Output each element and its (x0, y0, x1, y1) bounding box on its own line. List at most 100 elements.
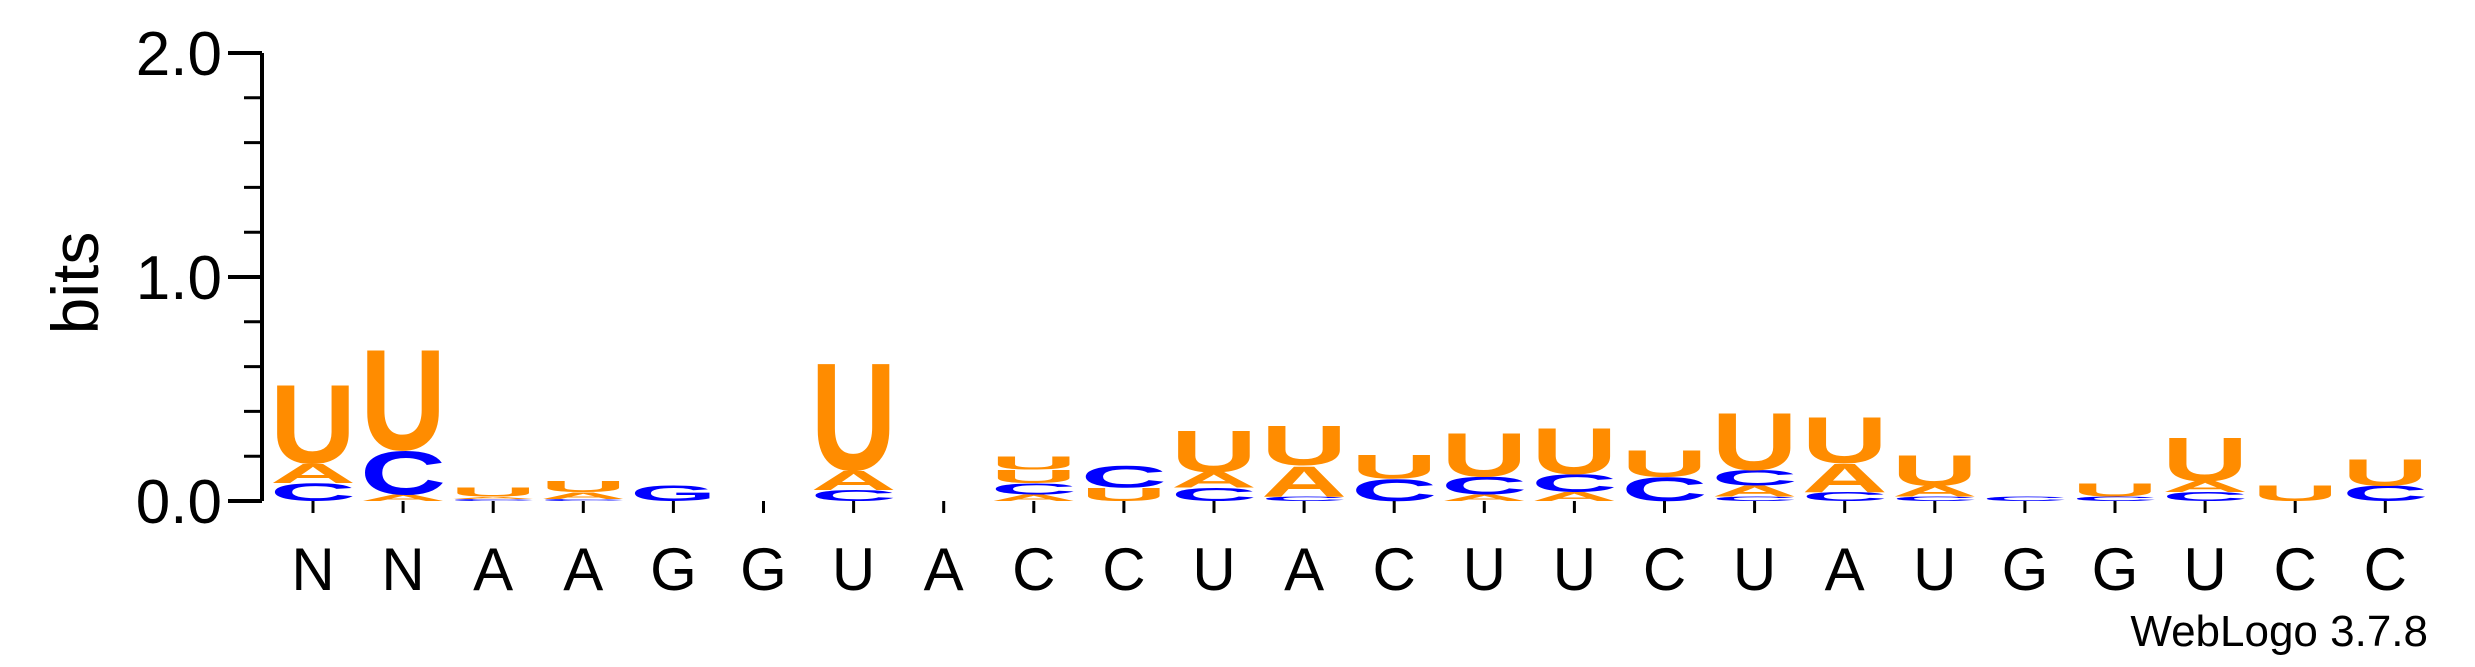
svg-text:A: A (2162, 478, 2248, 495)
logo-letter-c: C (1441, 472, 1527, 500)
svg-text:A: A (1892, 482, 1978, 499)
svg-text:A: A (540, 490, 626, 500)
svg-text:U: U (1081, 484, 1167, 505)
logo-letter-a: A (2162, 478, 2248, 495)
x-tick-label: N (291, 536, 334, 603)
svg-text:U: U (360, 319, 446, 480)
svg-text:U: U (1622, 442, 1708, 484)
x-tick-label: N (381, 536, 424, 603)
svg-text:C: C (1081, 460, 1167, 495)
svg-text:U: U (1171, 418, 1257, 484)
svg-text:C: C (1531, 470, 1617, 498)
logo-letter-u: U (2162, 425, 2248, 495)
logo-letter-c: C (1081, 460, 1167, 495)
x-tick-label: U (1733, 536, 1776, 603)
logo-letter-u: U (270, 361, 356, 487)
x-tick-label: U (2183, 536, 2226, 603)
x-tick-label: G (740, 536, 787, 603)
logo-letter-c: C (1802, 490, 1888, 504)
svg-text:C: C (1712, 495, 1798, 502)
svg-text:A: A (811, 465, 897, 496)
svg-text:U: U (1261, 414, 1347, 477)
svg-text:U: U (1441, 420, 1527, 490)
svg-text:A: A (1261, 457, 1347, 506)
x-tick-label: C (2364, 536, 2407, 603)
logo-letter-c: C (2162, 490, 2248, 504)
logo-letter-u: U (1622, 442, 1708, 484)
logo-letter-u: U (1531, 415, 1617, 488)
logo-letter-u: U (1892, 446, 1978, 495)
svg-text:A: A (270, 458, 356, 489)
x-tick-label: A (563, 536, 603, 603)
svg-text:C: C (2162, 490, 2248, 504)
logo-letter-u: U (1261, 414, 1347, 477)
logo-letter-c: C (540, 498, 626, 501)
logo-letter-c: C (811, 487, 897, 504)
logo-letter-a: A (1712, 482, 1798, 499)
x-tick-label: U (1192, 536, 1235, 603)
logo-letter-u: U (1441, 420, 1527, 490)
x-tick-label: C (2274, 536, 2317, 603)
y-tick-label: 1.0 (136, 244, 222, 313)
logo-letter-a: A (540, 490, 626, 500)
logo-letter-u: U (991, 466, 1077, 487)
x-tick-label: C (1373, 536, 1416, 603)
svg-text:A: A (1802, 455, 1888, 501)
logo-letter-a: A (360, 493, 446, 503)
svg-text:C: C (450, 498, 536, 501)
logo-letter-c: C (1982, 495, 2068, 502)
svg-text:U: U (1892, 446, 1978, 495)
x-tick-label: A (473, 536, 513, 603)
svg-text:U: U (1712, 396, 1798, 487)
logo-letter-c: C (450, 498, 536, 501)
svg-text:U: U (2162, 425, 2248, 495)
logo-letter-u: U (1802, 404, 1888, 477)
svg-text:A: A (1531, 490, 1617, 504)
svg-text:U: U (270, 361, 356, 487)
svg-text:C: C (1171, 484, 1257, 505)
x-tick-label: U (1553, 536, 1596, 603)
logo-letter-a: A (1171, 468, 1257, 493)
svg-text:U: U (2342, 451, 2428, 493)
logo-letter-a: A (450, 496, 536, 499)
svg-text:C: C (1261, 495, 1347, 502)
svg-text:C: C (1982, 495, 2068, 502)
x-tick-label: G (2002, 536, 2049, 603)
svg-text:C: C (991, 480, 1077, 497)
x-tick-label: U (1913, 536, 1956, 603)
x-tick-label: A (1284, 536, 1324, 603)
logo-letter-c: C (1712, 495, 1798, 502)
svg-text:U: U (1351, 448, 1437, 486)
svg-text:A: A (1441, 493, 1527, 503)
x-tick-label: A (1825, 536, 1865, 603)
weblogo-credit: WebLogo 3.7.8 (2130, 607, 2428, 656)
logo-letter-a: A (1441, 493, 1527, 503)
logo-letter-c: C (991, 480, 1077, 497)
svg-text:A: A (1712, 482, 1798, 499)
logo-letter-a: A (1892, 482, 1978, 499)
svg-text:C: C (1712, 466, 1798, 491)
svg-text:U: U (540, 478, 626, 495)
y-ticks: 0.0 1.0 2.0 (136, 20, 262, 537)
logo-letter-u: U (1351, 448, 1437, 486)
logo-letter-c: C (360, 438, 446, 508)
svg-text:C: C (1892, 495, 1978, 502)
logo-letter-u: U (1171, 418, 1257, 484)
svg-text:U: U (811, 332, 897, 503)
logo-letter-c: C (1531, 470, 1617, 498)
logo-letter-u: U (991, 453, 1077, 474)
x-tick-label: U (1463, 536, 1506, 603)
logo-letter-u: U (360, 319, 446, 480)
logo-letter-a: A (1531, 490, 1617, 504)
logo-letter-c: C (1712, 466, 1798, 491)
svg-text:C: C (811, 487, 897, 504)
svg-text:A: A (1171, 468, 1257, 493)
svg-text:U: U (1802, 404, 1888, 477)
x-tick-label: C (1012, 536, 1055, 603)
x-tick-label: G (650, 536, 697, 603)
logo-letter-u: U (540, 478, 626, 495)
svg-text:U: U (2072, 480, 2158, 501)
